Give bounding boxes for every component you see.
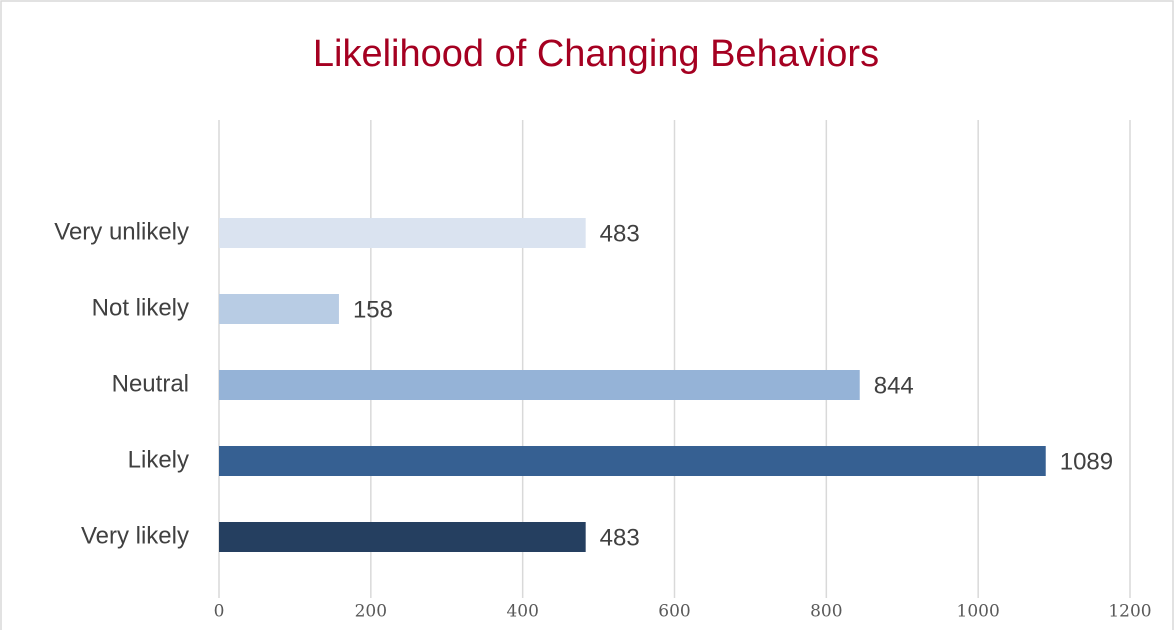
value-label: 844 xyxy=(874,372,914,399)
value-label: 483 xyxy=(600,220,640,247)
bar xyxy=(219,370,860,400)
y-tick-label: Not likely xyxy=(92,294,189,321)
x-tick-label: 0 xyxy=(214,602,225,622)
x-tick-label: 600 xyxy=(658,602,690,622)
x-tick-label: 800 xyxy=(810,602,842,622)
chart-title: Likelihood of Changing Behaviors xyxy=(313,33,879,75)
bar xyxy=(219,522,586,552)
y-tick-label: Very unlikely xyxy=(54,218,189,245)
y-tick-label: Very likely xyxy=(81,522,189,549)
x-tick-label: 1000 xyxy=(957,602,1000,622)
value-label: 1089 xyxy=(1060,448,1113,475)
bar xyxy=(219,218,586,248)
x-tick-label: 1200 xyxy=(1108,602,1151,622)
bar xyxy=(219,446,1046,476)
x-tick-label: 400 xyxy=(506,602,538,622)
value-label: 158 xyxy=(353,296,393,323)
value-label: 483 xyxy=(600,524,640,551)
bar xyxy=(219,294,339,324)
y-tick-label: Likely xyxy=(128,446,189,473)
y-tick-label: Neutral xyxy=(112,370,189,397)
x-tick-label: 200 xyxy=(355,602,387,622)
